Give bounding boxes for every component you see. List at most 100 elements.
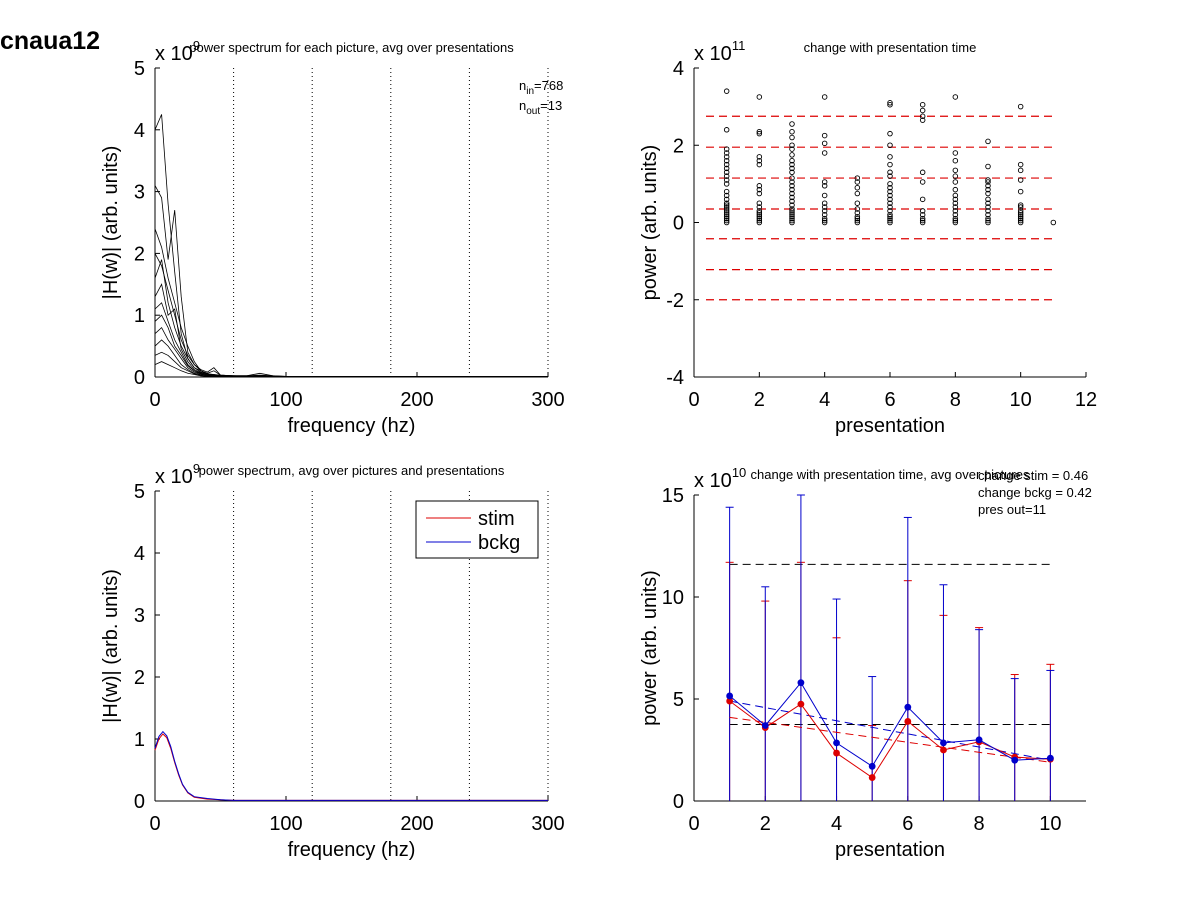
x-axis-label: presentation [835, 415, 945, 437]
y-tick-label: 10 [662, 587, 684, 609]
scatter-point [789, 157, 795, 164]
scatter-point [887, 192, 893, 199]
scatter-point [723, 188, 730, 195]
scatter-point [821, 219, 828, 226]
y-tick-label: -2 [666, 290, 684, 312]
y-tick-label: 1 [134, 729, 145, 751]
x-tick-label: 4 [819, 389, 830, 411]
scatter-point [887, 204, 893, 210]
scatter-point [919, 113, 926, 120]
scatter-point [723, 210, 730, 216]
scatter-point [723, 213, 730, 220]
scatter-point [854, 184, 861, 191]
scatter-point [887, 154, 893, 160]
scatter-point [789, 213, 795, 220]
scatter-point [821, 94, 828, 100]
scatter-point [756, 212, 763, 218]
scatter-point [985, 200, 991, 206]
scatter-point [919, 169, 926, 176]
scatter-point [887, 219, 893, 226]
scatter-point [887, 215, 893, 222]
scatter-point [854, 179, 861, 185]
scatter-point [789, 179, 795, 185]
x-tick-label: 12 [1075, 389, 1097, 411]
scatter-point [723, 219, 730, 226]
scatter-point [756, 128, 763, 135]
change-annotation: change stim = 0.46 [978, 468, 1088, 483]
scatter-point [789, 212, 795, 218]
scatter-point [821, 150, 828, 156]
scatter-point [756, 130, 763, 137]
scatter-point [985, 196, 991, 203]
y-tick-label: 5 [134, 58, 145, 80]
avg-spectrum-line-bckg [154, 730, 548, 801]
y-exponent-power: 10 [732, 465, 746, 480]
scatter-point [723, 202, 730, 208]
scatter-point [985, 208, 991, 214]
scatter-point [789, 121, 795, 127]
y-exponent-power: 9 [193, 38, 200, 53]
x-tick-label: 300 [531, 813, 564, 835]
y-exponent-label: x 1010 [694, 465, 746, 492]
scatter-point [756, 94, 763, 100]
scatter-point [1017, 212, 1024, 218]
scatter-point [854, 215, 861, 222]
scatter-point [854, 210, 861, 216]
scatter-point [1017, 217, 1024, 224]
mean-point-bckg [797, 679, 805, 687]
scatter-point [952, 215, 959, 222]
mean-point-bckg [726, 692, 734, 700]
scatter-point [952, 217, 959, 224]
scatter-point [789, 198, 795, 205]
change-annotation: pres out=11 [978, 502, 1046, 517]
scatter-point [789, 142, 795, 148]
legend-label-bckg: bckg [478, 532, 520, 554]
mean-line-bckg [729, 681, 1051, 768]
chart-title: change with presentation time, avg over … [751, 467, 1030, 482]
x-tick-label: 8 [950, 389, 961, 411]
scatter-point [919, 215, 926, 222]
scatter-point [723, 154, 730, 160]
mean-point-bckg [833, 739, 840, 747]
scatter-point [1017, 213, 1024, 220]
scatter-point [919, 217, 926, 224]
scatter-point [723, 161, 730, 168]
x-tick-label: 100 [269, 389, 302, 411]
scatter-point [919, 212, 926, 218]
y-exponent-label: x 109 [155, 461, 200, 488]
spectrum-line [154, 283, 548, 377]
scatter-point [723, 157, 730, 164]
scatter-point [723, 215, 730, 222]
sample-count-annotation: nin=768 [519, 78, 563, 97]
spectrum-line [154, 114, 548, 377]
scatter-point [985, 183, 991, 189]
mean-point-bckg [940, 739, 947, 747]
scatter-point [952, 157, 959, 164]
scatter-point [952, 186, 959, 193]
spectrum-line [154, 253, 548, 377]
scatter-point [723, 150, 730, 156]
x-tick-label: 0 [688, 389, 699, 411]
scatter-point [854, 190, 861, 197]
scatter-point [821, 183, 828, 189]
y-tick-label: 2 [134, 243, 145, 265]
chart-title: change with presentation time [804, 40, 977, 55]
x-tick-label: 2 [754, 389, 765, 411]
x-tick-label: 6 [902, 813, 913, 835]
scatter-point [723, 177, 730, 183]
scatter-point [985, 138, 991, 145]
x-tick-label: 2 [760, 813, 771, 835]
scatter-point [952, 179, 959, 185]
spectrum-line [154, 259, 548, 377]
scatter-point [756, 204, 763, 210]
scatter-point [887, 212, 893, 218]
annotation-value: =768 [534, 78, 563, 93]
y-tick-label: 3 [134, 605, 145, 627]
scatter-point [887, 130, 893, 137]
y-axis-label: |H(w)| (arb. units) [100, 569, 122, 723]
scatter-point [789, 215, 795, 222]
scatter-point [985, 163, 991, 170]
scatter-point [756, 183, 763, 189]
y-tick-label: 4 [673, 58, 684, 80]
